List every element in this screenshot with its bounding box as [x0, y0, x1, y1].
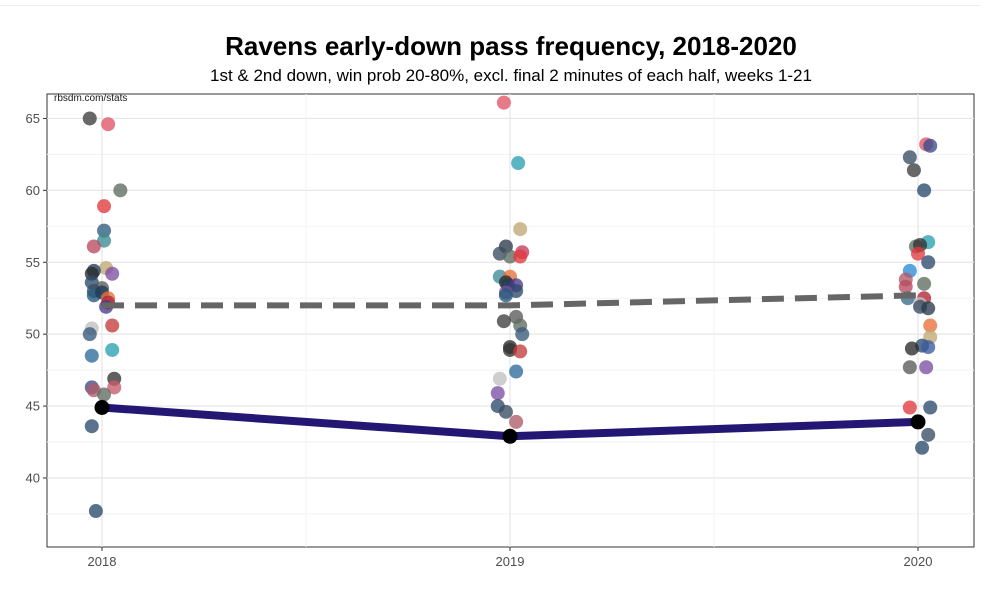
- team-point: [917, 183, 932, 198]
- team-point: [902, 150, 917, 165]
- team-point: [492, 371, 507, 386]
- team-point: [911, 246, 925, 261]
- y-tick-label: 50: [26, 327, 40, 342]
- x-tick-label: 2018: [88, 554, 117, 569]
- team-point: [496, 314, 511, 329]
- team-point: [88, 504, 103, 519]
- team-point: [503, 342, 517, 357]
- team-point: [498, 404, 513, 419]
- team-point: [902, 360, 917, 375]
- team-point: [97, 223, 112, 238]
- ravens-point: [502, 428, 518, 444]
- team-point: [105, 318, 120, 333]
- y-tick-label: 55: [26, 255, 40, 270]
- team-point: [82, 327, 97, 342]
- trend-lines: [94, 292, 926, 444]
- chart-title: Ravens early-down pass frequency, 2018-2…: [225, 31, 797, 61]
- team-point: [921, 255, 936, 270]
- y-tick-label: 45: [26, 399, 40, 414]
- team-point: [513, 222, 528, 237]
- team-point: [906, 163, 921, 178]
- team-point: [921, 427, 936, 442]
- team-point: [97, 387, 112, 402]
- ravens-point: [94, 400, 110, 416]
- top-divider: [0, 5, 980, 6]
- team-point: [919, 360, 934, 375]
- chart-subtitle: 1st & 2nd down, win prob 20-80%, excl. f…: [210, 66, 812, 85]
- team-point: [515, 327, 530, 342]
- y-tick-label: 65: [26, 111, 40, 126]
- team-point: [84, 348, 99, 363]
- team-point: [915, 440, 930, 455]
- team-point: [490, 386, 505, 401]
- team-point: [923, 318, 938, 333]
- team-point: [902, 400, 917, 415]
- team-point: [97, 199, 112, 214]
- team-point: [511, 156, 526, 171]
- team-point: [923, 138, 938, 153]
- team-point: [86, 239, 101, 254]
- team-point: [923, 400, 938, 415]
- x-tick-label: 2019: [496, 554, 525, 569]
- team-point: [503, 249, 517, 264]
- team-point: [921, 340, 936, 355]
- team-points: [82, 95, 938, 519]
- source-caption: rbsdm.com/stats: [54, 93, 127, 104]
- team-point: [513, 344, 528, 359]
- team-point: [97, 233, 112, 248]
- team-point: [496, 95, 511, 110]
- y-tick-label: 40: [26, 470, 40, 485]
- team-point: [84, 419, 99, 434]
- team-point: [898, 279, 913, 294]
- team-point: [917, 276, 932, 291]
- team-point: [498, 288, 513, 303]
- team-point: [105, 342, 120, 357]
- team-point: [82, 111, 97, 126]
- team-point: [101, 117, 116, 132]
- team-point: [513, 249, 528, 264]
- axis-labels: 40 45 50 55 60 65 2018 2019 2020: [26, 111, 933, 569]
- ravens-point: [910, 414, 926, 430]
- league-average-line: [102, 292, 919, 309]
- gridlines: [47, 94, 974, 547]
- team-point: [107, 380, 122, 395]
- team-point: [105, 266, 120, 281]
- team-point: [921, 301, 936, 316]
- team-point: [509, 364, 524, 379]
- team-point: [509, 414, 524, 429]
- y-tick-label: 60: [26, 183, 40, 198]
- team-point: [113, 183, 128, 198]
- team-point: [904, 341, 919, 356]
- x-tick-label: 2020: [904, 554, 933, 569]
